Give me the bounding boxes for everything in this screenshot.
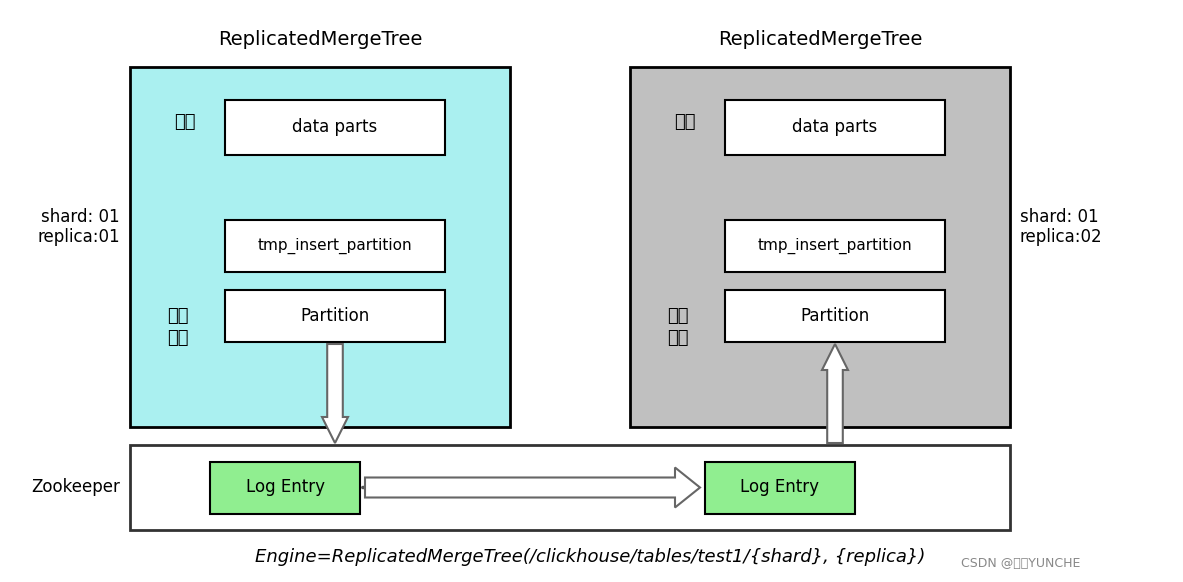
FancyBboxPatch shape <box>225 290 445 342</box>
Text: ReplicatedMergeTree: ReplicatedMergeTree <box>718 30 923 49</box>
Text: tmp_insert_partition: tmp_insert_partition <box>757 238 912 254</box>
Text: Partition: Partition <box>801 307 870 325</box>
Polygon shape <box>322 344 348 443</box>
FancyBboxPatch shape <box>130 445 1010 530</box>
Text: Engine=ReplicatedMergeTree(/clickhouse/tables/test1/{shard}, {replica}): Engine=ReplicatedMergeTree(/clickhouse/t… <box>254 548 925 566</box>
FancyBboxPatch shape <box>211 462 360 513</box>
Text: shard: 01
replica:01: shard: 01 replica:01 <box>38 208 119 246</box>
Text: 文件
系统: 文件 系统 <box>167 307 189 347</box>
FancyBboxPatch shape <box>725 290 945 342</box>
Text: Log Entry: Log Entry <box>246 478 324 496</box>
FancyBboxPatch shape <box>725 100 945 155</box>
FancyBboxPatch shape <box>225 100 445 155</box>
Text: ReplicatedMergeTree: ReplicatedMergeTree <box>218 30 422 49</box>
Text: data parts: data parts <box>793 119 878 137</box>
Text: Partition: Partition <box>300 307 369 325</box>
FancyBboxPatch shape <box>225 220 445 272</box>
Text: shard: 01
replica:02: shard: 01 replica:02 <box>1020 208 1103 246</box>
Text: Log Entry: Log Entry <box>741 478 820 496</box>
FancyBboxPatch shape <box>705 462 855 513</box>
Text: CSDN @云裂YUNCHE: CSDN @云裂YUNCHE <box>961 557 1080 570</box>
Text: 内存: 内存 <box>174 113 195 131</box>
Text: tmp_insert_partition: tmp_insert_partition <box>258 238 413 254</box>
FancyBboxPatch shape <box>130 67 510 427</box>
FancyBboxPatch shape <box>725 220 945 272</box>
Text: data parts: data parts <box>292 119 377 137</box>
Text: 内存: 内存 <box>674 113 696 131</box>
Polygon shape <box>366 467 700 508</box>
FancyBboxPatch shape <box>631 67 1010 427</box>
Polygon shape <box>822 344 848 443</box>
Text: Zookeeper: Zookeeper <box>31 478 119 496</box>
Text: 文件
系统: 文件 系统 <box>667 307 689 347</box>
